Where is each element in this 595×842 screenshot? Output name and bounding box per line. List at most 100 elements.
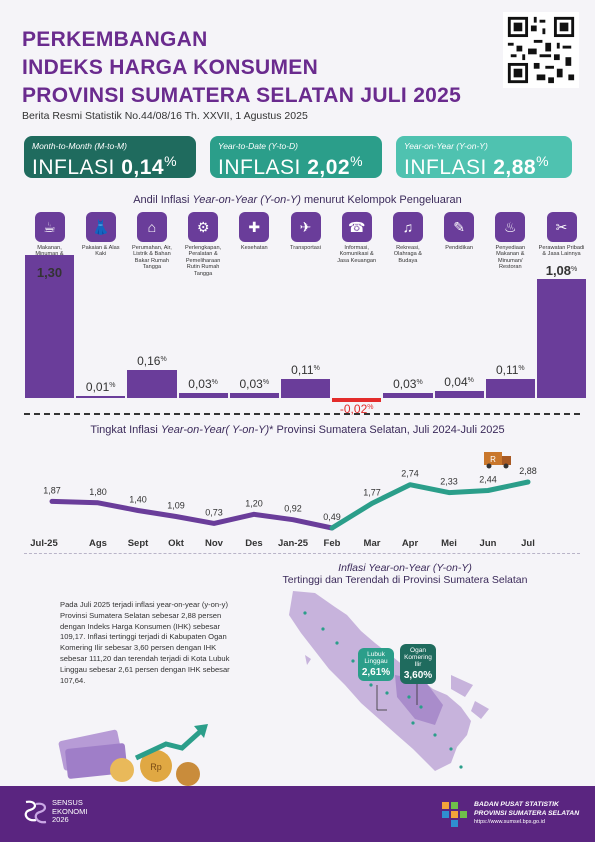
andil-value-number: 0,01 xyxy=(85,380,110,394)
footer: SENSUS EKONOMI 2026 BADAN PUSAT STATISTI… xyxy=(0,786,595,842)
card-mtm-pct: % xyxy=(164,153,178,169)
andil-bar xyxy=(127,369,177,398)
svg-text:R: R xyxy=(490,455,496,464)
category-10: ♨ Penyediaan Makanan & Minuman/ Restoran xyxy=(487,212,533,271)
card-yoy-label: Year-on-Year (Y-on-Y) xyxy=(404,141,488,151)
tools-icon: ✂ xyxy=(546,212,577,242)
andil-value-number: 0,03 xyxy=(393,376,417,391)
andil-value-number: 0,16 xyxy=(137,353,161,368)
category-3: ⌂ Perumahan, Air, Listrik & Bahan Bakar R… xyxy=(129,212,175,271)
andil-title: Andil Inflasi Year-on-Year (Y-on-Y) menu… xyxy=(0,194,595,206)
andil-value-number: -0,02 xyxy=(339,401,368,416)
category-label: Pakaian & Alas Kaki xyxy=(81,245,120,258)
andil-value-number: 0,11 xyxy=(291,362,314,377)
trend-value-label: 2,88 xyxy=(519,466,537,476)
andil-value-pct: % xyxy=(571,266,578,274)
trend-value-label: 0,73 xyxy=(205,507,223,517)
qr-code-icon[interactable] xyxy=(503,12,579,88)
trend-value-label: 0,92 xyxy=(284,504,302,514)
card-ytd-word: INFLASI xyxy=(218,156,301,179)
sensus-logo-icon xyxy=(24,800,47,824)
category-label: Perlengkapan, Peralatan & Pemeliharaan R… xyxy=(185,245,222,277)
card-mtm: Month-to-Month (M-to-M) INFLASI 0,14% xyxy=(24,136,196,179)
category-label: Informasi, Komunikasi & Jasa Keuangan xyxy=(337,245,377,264)
category-label: Transportasi xyxy=(290,245,321,251)
trend-month-label: Mar xyxy=(364,538,381,549)
andil-bar xyxy=(178,392,228,398)
andil-bar xyxy=(332,398,382,402)
card-ytd-pct: % xyxy=(350,153,364,169)
andil-value-pct: % xyxy=(160,355,167,363)
bps-text: BADAN PUSAT STATISTIK PROVINSI SUMATERA … xyxy=(474,800,579,827)
category-label: Penyediaan Makanan & Minuman/ Restoran xyxy=(495,245,526,271)
food-icon: ☕ xyxy=(34,212,65,242)
category-label: Kesehatan xyxy=(240,245,268,251)
bps-url[interactable]: https://www.sumsel.bps.go.id xyxy=(474,819,545,825)
category-label: Perumahan, Air, Listrik & Bahan Bakar Ru… xyxy=(131,245,172,271)
trend-title-prefix: Tingkat Inflasi xyxy=(90,424,161,436)
andil-title-suffix: menurut Kelompok Pengeluaran xyxy=(300,194,462,206)
trend-title: Tingkat Inflasi Year-on-Year( Y-on-Y)* P… xyxy=(0,424,595,436)
trend-value-label: 0,49 xyxy=(323,512,341,522)
trend-month-label: Feb xyxy=(324,538,341,549)
map-subtitle: Tertinggi dan Terendah di Provinsi Sumat… xyxy=(282,574,528,586)
andil-value-number: 0,04 xyxy=(444,374,468,389)
category-1: ☕Makanan, Minuman & Tembakau xyxy=(27,212,73,264)
clothes-icon: 👗 xyxy=(85,212,116,242)
map-title: Inflasi Year-on-Year (Y-on-Y) xyxy=(230,562,580,574)
trend-month-label: Okt xyxy=(168,538,185,549)
andil-bar xyxy=(281,378,331,398)
title-line-3: PROVINSI SUMATERA SELATAN JULI 2025 xyxy=(22,84,462,107)
category-label: Pendidikan xyxy=(445,245,473,251)
card-mtm-word: INFLASI xyxy=(32,156,115,179)
andil-value-pct: % xyxy=(211,378,218,386)
andil-bar xyxy=(537,279,587,398)
trend-chart: R 1,87 Jul-25 1,80 Ags 1,40 Sept 1,09 Okt 0,73 No… xyxy=(30,452,537,549)
title-line-1: PERKEMBANGAN xyxy=(22,28,208,51)
trend-month-label: Sept xyxy=(128,538,149,549)
summary-paragraph: Pada Juli 2025 terjadi inflasi year-on-y… xyxy=(60,600,230,685)
trend-value-label: 2,33 xyxy=(440,477,458,487)
andil-bar xyxy=(76,396,126,398)
trend-line-segment-1 xyxy=(49,498,335,531)
graduation-icon: ✎ xyxy=(444,212,475,242)
trend-value-label: 2,44 xyxy=(479,475,497,485)
category-6: ✈ Transportasi xyxy=(283,212,329,251)
andil-bar xyxy=(383,392,433,398)
sensus-line-3: 2026 xyxy=(52,815,69,824)
sensus-text: SENSUS EKONOMI 2026 xyxy=(52,798,87,825)
category-9: ✎ Pendidikan xyxy=(436,212,482,251)
bps-logo-icon xyxy=(442,802,467,827)
map-high-name: Ogan Komering Ilir xyxy=(404,647,432,668)
trend-value-label: 2,74 xyxy=(401,469,419,479)
andil-value: 0,03% xyxy=(180,377,226,391)
card-ytd-value: 2,02 xyxy=(307,156,351,179)
andil-value: -0,02% xyxy=(334,402,380,416)
truck-icon: R xyxy=(484,452,511,469)
map-low-name: Lubuk Linggau xyxy=(364,651,388,665)
map-high-bubble: Ogan Komering Ilir 3,60% xyxy=(400,644,436,684)
category-5: ✚ Kesehatan xyxy=(231,212,277,251)
bps-line-2: PROVINSI SUMATERA SELATAN xyxy=(474,810,580,817)
trend-value-label: 1,87 xyxy=(43,485,61,495)
trend-month-label: Apr xyxy=(402,538,419,549)
trend-divider xyxy=(24,553,580,554)
map-low-bubble: Lubuk Linggau 2,61% xyxy=(358,648,394,681)
category-label: Rekreasi, Olahraga & Budaya xyxy=(393,245,423,264)
trend-month-label: Jul-25 xyxy=(30,538,58,549)
andil-value-pct: % xyxy=(467,376,474,384)
restaurant-icon: ♨ xyxy=(495,212,526,242)
andil-title-prefix: Andil Inflasi xyxy=(133,194,193,206)
andil-value-pct: % xyxy=(313,364,320,372)
andil-title-italic: Year-on-Year (Y-on-Y) xyxy=(192,194,301,206)
andil-bar xyxy=(434,390,484,398)
category-8: ♫ Rekreasi, Olahraga & Budaya xyxy=(385,212,431,264)
trend-title-suffix: * Provinsi Sumatera Selatan, Juli 2024-J… xyxy=(269,424,505,436)
trend-month-label: Des xyxy=(245,538,262,549)
svg-text:Rp: Rp xyxy=(150,762,162,772)
trend-month-label: Jan-25 xyxy=(278,538,309,549)
andil-bar xyxy=(25,255,75,398)
map-high-value: 3,60% xyxy=(403,670,433,681)
andil-value-number: 1,08 xyxy=(545,263,572,279)
andil-value: 0,16% xyxy=(129,354,175,368)
